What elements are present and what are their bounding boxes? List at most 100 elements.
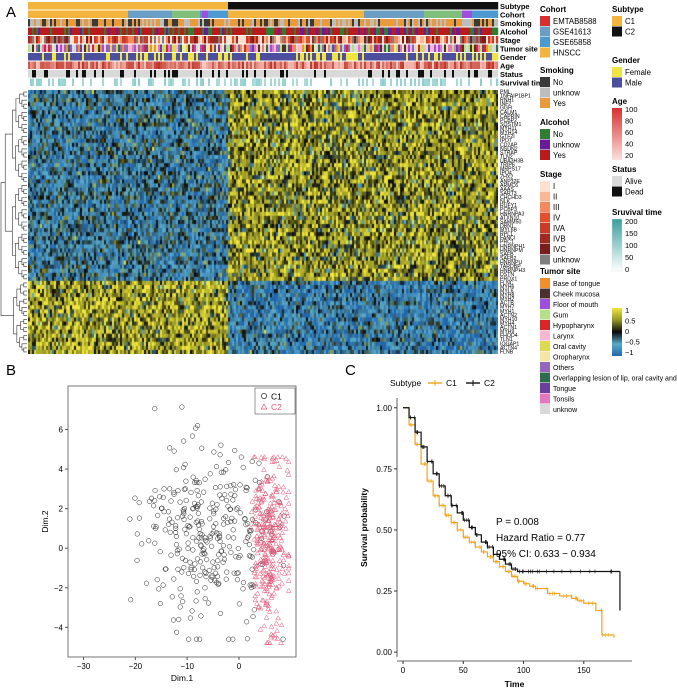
annotation-cell xyxy=(338,53,341,61)
annotation-cell xyxy=(344,61,347,69)
annotation-cell xyxy=(214,27,217,35)
annotation-cell xyxy=(416,19,419,27)
legend-swatch xyxy=(540,330,550,341)
legend-swatch xyxy=(540,212,550,223)
annotation-cell xyxy=(452,36,455,44)
annotation-cell xyxy=(296,2,299,10)
annotation-cell xyxy=(292,44,295,52)
annotation-cell xyxy=(260,10,263,18)
gene-label: FLNC xyxy=(500,280,514,286)
legend-label: Overlapping lesion of lip, oral cavity a… xyxy=(553,376,677,383)
annotation-cell xyxy=(194,10,197,18)
annotation-cell xyxy=(174,19,177,27)
annotation-cell xyxy=(172,2,175,10)
annotation-cell xyxy=(382,10,385,18)
annotation-cell xyxy=(52,19,55,27)
legend-title: Cohort xyxy=(540,5,567,14)
dendrogram-branch xyxy=(23,152,27,158)
annotation-cell xyxy=(494,53,497,61)
dendrogram-branch xyxy=(23,201,27,207)
annotation-cell xyxy=(234,53,237,61)
annotation-cell xyxy=(266,78,269,86)
c1-point xyxy=(208,535,214,541)
annotation-cell xyxy=(184,27,187,35)
annotation-cell xyxy=(464,2,467,10)
c2-point xyxy=(254,533,260,539)
dendrogram-branch xyxy=(21,246,27,253)
annotation-cell xyxy=(32,78,35,86)
annotation-cell xyxy=(212,78,215,86)
annotation-cell xyxy=(140,36,143,44)
annotation-cell xyxy=(474,53,477,61)
annotation-cell xyxy=(196,61,199,69)
annotation-cell xyxy=(96,27,99,35)
annotation-cell xyxy=(346,2,349,10)
annotation-cell xyxy=(490,19,493,27)
annotation-cell xyxy=(428,53,431,61)
annotation-cell xyxy=(92,44,95,52)
annotation-cell xyxy=(484,19,487,27)
annotation-cell xyxy=(208,78,211,86)
annotation-cell xyxy=(224,19,227,27)
annotation-cell xyxy=(264,70,267,78)
annotation-cell xyxy=(138,27,141,35)
annotation-cell xyxy=(188,10,191,18)
annotation-cell xyxy=(306,2,309,10)
annotation-cell xyxy=(172,19,175,27)
dendrogram-branch xyxy=(23,177,27,182)
c2-point xyxy=(275,532,282,538)
pca-frame xyxy=(67,385,297,658)
annotation-cell xyxy=(160,61,163,69)
annotation-cell xyxy=(340,27,343,35)
annotation-cell xyxy=(276,70,279,78)
annotation-cell xyxy=(68,19,71,27)
annotation-cell xyxy=(80,2,83,10)
annotation-cell xyxy=(364,27,367,35)
annotation-cell xyxy=(414,61,417,69)
annotation-cell xyxy=(70,61,73,69)
annotation-cell xyxy=(48,61,51,69)
annotation-cell xyxy=(482,19,485,27)
annotation-cell xyxy=(244,44,247,52)
annotation-cell xyxy=(324,78,327,86)
annotation-cell xyxy=(98,78,101,86)
annotation-cell xyxy=(72,53,75,61)
annotation-cell xyxy=(108,53,111,61)
annotation-cell xyxy=(366,36,369,44)
annotation-cell xyxy=(278,53,281,61)
annotation-cell xyxy=(482,2,485,10)
annotation-cell xyxy=(58,44,61,52)
gene-label: SQSTM1 xyxy=(500,122,521,128)
c1-point xyxy=(151,503,157,509)
annotation-cell xyxy=(390,10,393,18)
annotation-cell xyxy=(204,78,207,86)
annotation-cell xyxy=(456,36,459,44)
annotation-cell xyxy=(240,10,243,18)
c2-point xyxy=(258,583,265,589)
annotation-cell xyxy=(494,2,497,10)
annotation-cell xyxy=(326,10,329,18)
annotation-cell xyxy=(410,19,413,27)
annotation-cell xyxy=(112,2,115,10)
annotation-cell xyxy=(414,70,417,78)
annotation-cell xyxy=(302,2,305,10)
annotation-cell xyxy=(198,36,201,44)
annotation-cell xyxy=(228,53,231,61)
annotation-cell xyxy=(80,19,83,27)
c1-point xyxy=(243,522,249,528)
annotation-cell xyxy=(430,27,433,35)
c2-point xyxy=(257,626,264,632)
annotation-cell xyxy=(156,61,159,69)
annotation-cell xyxy=(92,2,95,10)
annotation-track-label: Status xyxy=(500,70,523,79)
annotation-cell xyxy=(98,27,101,35)
c1-point xyxy=(204,557,210,563)
annotation-cell xyxy=(462,70,465,78)
annotation-cell xyxy=(484,78,487,86)
c1-point xyxy=(236,601,242,607)
annotation-cell xyxy=(340,10,343,18)
annotation-cell xyxy=(168,44,171,52)
gene-label: FLNB xyxy=(500,349,514,355)
survival-gradient xyxy=(611,218,623,272)
